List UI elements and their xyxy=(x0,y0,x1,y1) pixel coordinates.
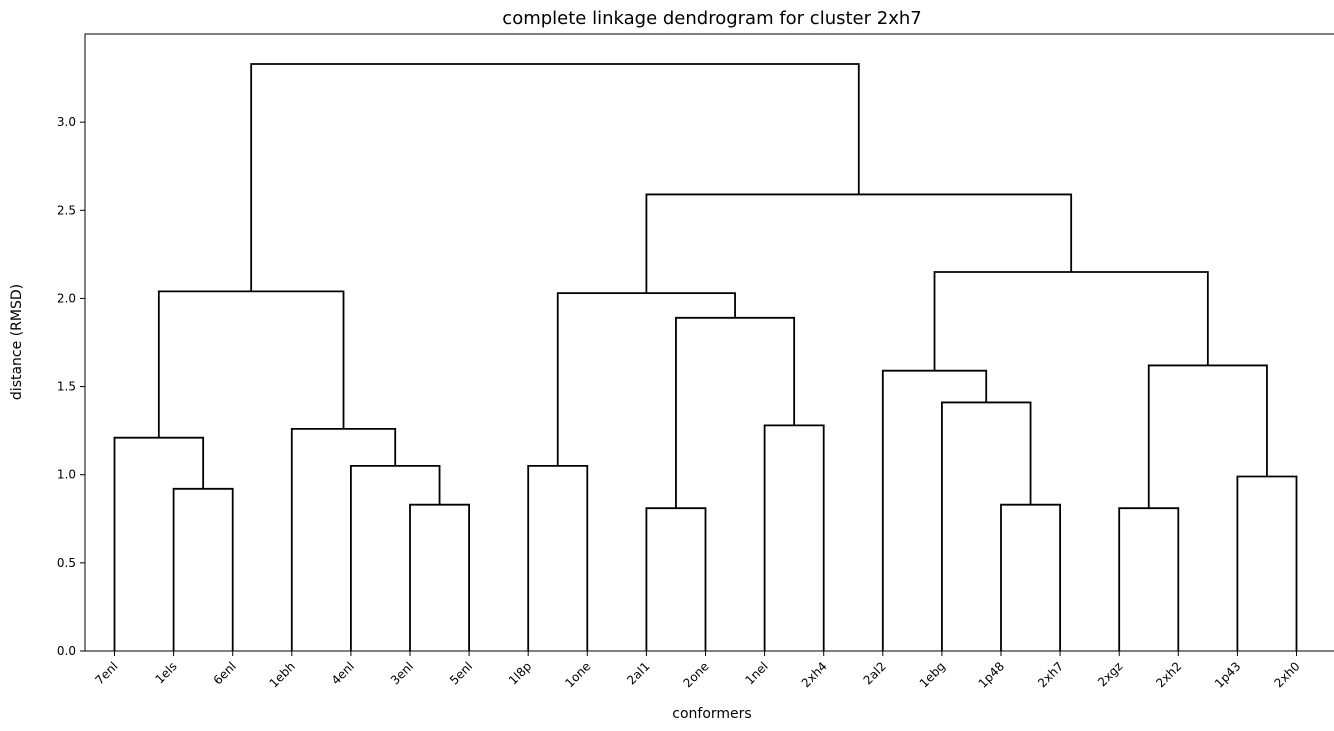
leaf-label-2xh2: 2xh2 xyxy=(1153,659,1184,690)
dendrogram-link-4 xyxy=(350,465,441,651)
plot-frame xyxy=(84,33,1334,652)
dendrogram-link-15 xyxy=(1118,507,1180,651)
leaf-label-4enl: 4enl xyxy=(329,659,357,687)
dendrogram-link-16 xyxy=(1236,475,1298,651)
y-tick-label: 1.0 xyxy=(57,468,76,482)
y-axis: 0.0 0.5 1.0 1.5 2.0 2.5 3.0 xyxy=(57,115,85,658)
dendrogram-link-1 xyxy=(172,487,234,651)
dendrogram-link-7 xyxy=(527,465,589,651)
y-tick-label: 3.0 xyxy=(57,115,76,129)
dendrogram-link-13 xyxy=(941,401,1032,651)
leaf-label-2al1: 2al1 xyxy=(624,659,652,687)
leaf-label-1ebh: 1ebh xyxy=(267,659,298,690)
leaf-label-1els: 1els xyxy=(152,659,179,686)
dendrogram-links xyxy=(113,63,1298,651)
leaf-label-2xh7: 2xh7 xyxy=(1035,659,1066,690)
y-axis-label: distance (RMSD) xyxy=(9,284,25,400)
x-axis: 7enl 1els 6enl 1ebh 4enl 3enl 5enl 1l8p 1one 2al1… xyxy=(92,651,1303,691)
leaf-label-7enl: 7enl xyxy=(92,659,120,687)
y-tick-label: 1.5 xyxy=(57,380,76,394)
leaf-label-1l8p: 1l8p xyxy=(506,659,534,687)
leaf-label-2al2: 2al2 xyxy=(861,659,889,687)
chart-title: complete linkage dendrogram for cluster … xyxy=(502,8,921,29)
leaf-label-2one: 2one xyxy=(681,659,712,690)
x-axis-label: conformers xyxy=(672,706,751,722)
dendrogram-link-6 xyxy=(157,290,345,438)
leaf-label-2xh0: 2xh0 xyxy=(1272,659,1303,690)
dendrogram-link-10 xyxy=(675,316,796,509)
leaf-label-5enl: 5enl xyxy=(447,659,475,687)
y-tick-label: 0.0 xyxy=(57,644,76,658)
y-tick-label: 2.0 xyxy=(57,291,76,305)
dendrogram-link-8 xyxy=(645,507,707,651)
leaf-label-1p48: 1p48 xyxy=(976,659,1007,690)
dendrogram-link-3 xyxy=(409,503,470,651)
leaf-label-1nel: 1nel xyxy=(742,659,770,687)
leaf-label-2xgz: 2xgz xyxy=(1095,659,1125,689)
dendrogram-link-5 xyxy=(290,427,397,651)
y-tick-label: 0.5 xyxy=(57,556,76,570)
dendrogram-link-2 xyxy=(113,436,205,651)
dendrogram-link-14 xyxy=(881,369,988,651)
leaf-label-3enl: 3enl xyxy=(388,659,416,687)
leaf-label-1p43: 1p43 xyxy=(1212,659,1243,690)
dendrogram-link-11 xyxy=(556,292,736,466)
leaf-label-1one: 1one xyxy=(562,659,593,690)
leaf-label-2xh4: 2xh4 xyxy=(799,659,830,690)
y-tick-label: 2.5 xyxy=(57,203,76,217)
leaf-label-6enl: 6enl xyxy=(211,659,239,687)
dendrogram-link-19 xyxy=(645,193,1073,294)
dendrogram-link-20 xyxy=(250,63,860,292)
dendrogram-link-17 xyxy=(1147,364,1268,509)
dendrogram-link-12 xyxy=(1000,503,1061,651)
dendrogram-link-9 xyxy=(763,424,825,651)
leaf-label-1ebg: 1ebg xyxy=(917,659,948,690)
dendrogram-link-18 xyxy=(933,271,1209,371)
